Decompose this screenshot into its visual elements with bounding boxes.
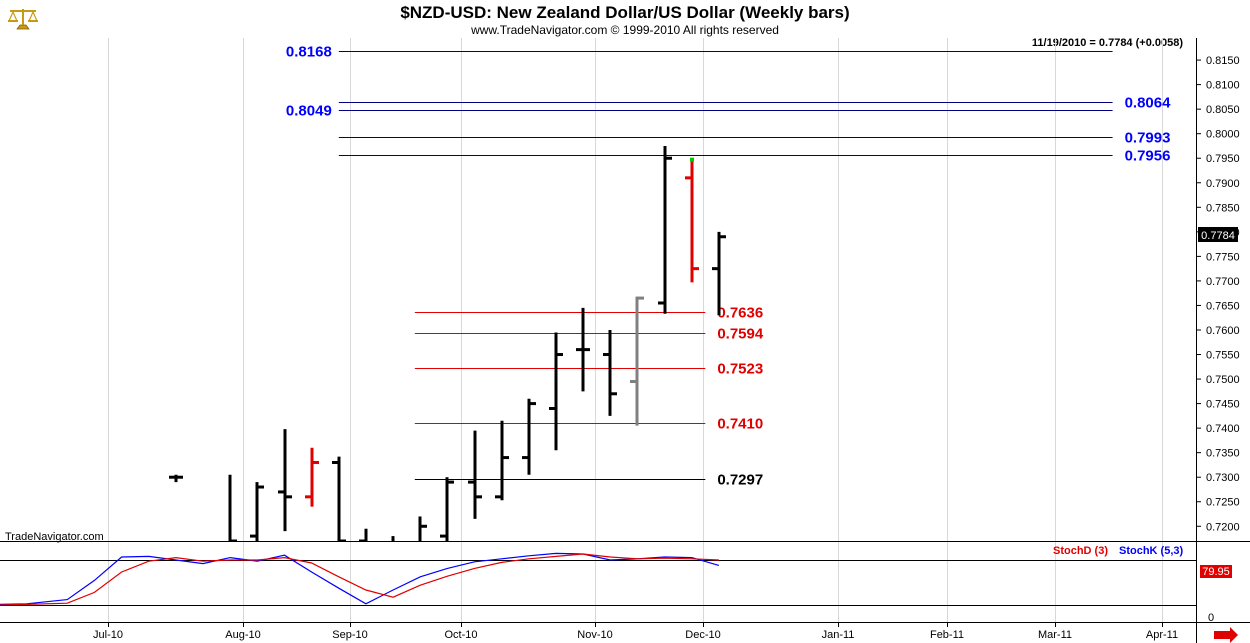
y-tick-label-0.7700: 0.7700 <box>1206 276 1240 288</box>
stochastic-panel: 0 StochD (3) StochK (5,3) <box>0 545 1214 624</box>
price-bar-10 <box>468 430 482 519</box>
y-tick-label-0.7950: 0.7950 <box>1206 153 1240 165</box>
vertical-gridlines <box>108 38 1163 622</box>
watermark-text: TradeNavigator.com <box>5 531 104 543</box>
y-tick-label-0.7900: 0.7900 <box>1206 178 1240 190</box>
level-label-0.8064: 0.8064 <box>1125 95 1172 112</box>
price-bar-13 <box>549 332 563 451</box>
price-bar-11 <box>495 420 509 501</box>
y-tick-label-0.7750: 0.7750 <box>1206 251 1240 263</box>
y-tick-label-0.7450: 0.7450 <box>1206 399 1240 411</box>
price-bar-12 <box>522 398 536 475</box>
y-tick-label-0.8100: 0.8100 <box>1206 80 1240 92</box>
y-tick-label-0.8150: 0.8150 <box>1206 55 1240 67</box>
y-tick-label-0.7650: 0.7650 <box>1206 300 1240 312</box>
price-axis: 0.8150 0.8100 0.8050 0.8000 0.7950 0.7900 0.78… <box>1196 55 1240 533</box>
x-tick-label-Sep-10: Sep-10 <box>332 629 367 641</box>
y-tick-label-0.7350: 0.7350 <box>1206 448 1240 460</box>
price-bar-5 <box>332 456 346 541</box>
stoch-legend-0: StochD (3) <box>1053 545 1108 557</box>
y-tick-label-0.7300: 0.7300 <box>1206 472 1240 484</box>
price-bar-2 <box>250 482 264 541</box>
x-tick-label-Feb-11: Feb-11 <box>930 629 964 641</box>
price-bar-0 <box>169 474 183 483</box>
y-tick-label-0.7850: 0.7850 <box>1206 202 1240 214</box>
stoch-last-label: 79.95 <box>1202 566 1230 578</box>
price-bar-18 <box>685 160 699 283</box>
x-tick-label-Mar-11: Mar-11 <box>1038 629 1072 641</box>
x-tick-label-Jul-10: Jul-10 <box>93 629 123 641</box>
level-label-0.8168: 0.8168 <box>286 44 332 61</box>
y-tick-label-0.7500: 0.7500 <box>1206 374 1240 386</box>
x-tick-label-Nov-10: Nov-10 <box>577 629 612 641</box>
x-tick-label-Jan-11: Jan-11 <box>822 629 855 641</box>
stoch-series-d <box>0 553 719 606</box>
level-label-0.7636: 0.7636 <box>717 305 763 322</box>
copyright-text: www.TradeNavigator.com © 1999-2010 All r… <box>470 23 779 37</box>
price-bar-14 <box>576 307 590 392</box>
stoch-tick-label-0: 0 <box>1208 612 1214 624</box>
level-label-0.7297: 0.7297 <box>717 472 763 489</box>
level-label-0.7956: 0.7956 <box>1125 148 1171 165</box>
level-label-0.8049: 0.8049 <box>286 103 332 120</box>
stoch-last-tag <box>1200 565 1232 578</box>
y-tick-label-0.7200: 0.7200 <box>1206 521 1240 533</box>
level-label-0.7594: 0.7594 <box>717 326 764 343</box>
scroll-right-arrow-icon[interactable] <box>1214 627 1238 643</box>
price-bar-19 <box>712 231 726 316</box>
level-label-0.7993: 0.7993 <box>1125 130 1171 147</box>
last-quote-text: 11/19/2010 = 0.7784 (+0.0058) <box>1032 37 1183 49</box>
x-tick-label-Aug-10: Aug-10 <box>225 629 260 641</box>
scales-logo-icon <box>8 9 38 30</box>
x-tick-label-Apr-11: Apr-11 <box>1146 629 1178 641</box>
price-bar-3 <box>278 429 292 532</box>
y-tick-label-0.8000: 0.8000 <box>1206 129 1240 141</box>
y-tick-label-0.7550: 0.7550 <box>1206 350 1240 362</box>
price-bars <box>169 145 726 541</box>
stoch-series-k <box>0 552 720 605</box>
stoch-legend-1: StochK (5,3) <box>1119 545 1184 557</box>
last-price-tag <box>1198 227 1238 242</box>
y-tick-label-0.7600: 0.7600 <box>1206 325 1240 337</box>
price-bar-6 <box>359 528 368 541</box>
y-tick-label-0.7250: 0.7250 <box>1206 497 1240 509</box>
price-bar-8 <box>418 516 427 541</box>
y-tick-label-0.8050: 0.8050 <box>1206 104 1240 116</box>
time-axis: Jul-10 Aug-10 Sep-10 Oct-10 Nov-10 Dec-10 Jan-… <box>93 622 1178 641</box>
price-bar-16 <box>630 296 644 426</box>
price-axis-panel <box>1196 0 1250 643</box>
price-bar-9 <box>440 477 454 541</box>
price-bar-15 <box>603 329 617 416</box>
price-bar-17 <box>658 145 672 314</box>
last-price-label: 0.7784 <box>1201 230 1235 242</box>
x-tick-label-Dec-10: Dec-10 <box>685 629 720 641</box>
level-label-0.7523: 0.7523 <box>717 361 763 378</box>
y-tick-label-0.7400: 0.7400 <box>1206 423 1240 435</box>
level-label-0.7410: 0.7410 <box>717 416 763 433</box>
price-bar-4 <box>305 447 319 507</box>
price-bar-1 <box>228 474 237 541</box>
chart-title: $NZD-USD: New Zealand Dollar/US Dollar (… <box>400 3 849 22</box>
x-tick-label-Oct-10: Oct-10 <box>444 629 477 641</box>
highlight-marker <box>690 157 694 162</box>
